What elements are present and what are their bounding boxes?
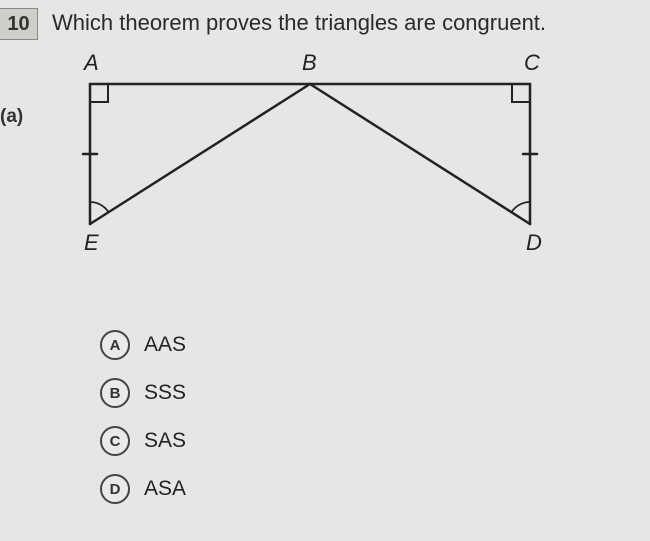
option-d[interactable]: D ASA [100,474,186,504]
vertex-label-a: A [84,50,99,76]
option-text-c: SAS [144,429,186,453]
question-number: 10 [0,8,38,40]
part-label: (a) [0,106,23,128]
diagram-svg [70,44,570,264]
vertex-label-e: E [84,230,99,256]
option-letter-a: A [100,330,130,360]
vertex-label-d: D [526,230,542,256]
vertex-label-c: C [524,50,540,76]
option-text-d: ASA [144,477,186,501]
option-letter-d: D [100,474,130,504]
geometry-diagram: A B C D E [70,44,570,269]
option-b[interactable]: B SSS [100,378,186,408]
option-letter-b: B [100,378,130,408]
option-a[interactable]: A AAS [100,330,186,360]
answer-options: A AAS B SSS C SAS D ASA [100,330,186,522]
vertex-label-b: B [302,50,317,76]
option-c[interactable]: C SAS [100,426,186,456]
option-text-a: AAS [144,333,186,357]
question-text: Which theorem proves the triangles are c… [52,10,546,36]
option-text-b: SSS [144,381,186,405]
option-letter-c: C [100,426,130,456]
